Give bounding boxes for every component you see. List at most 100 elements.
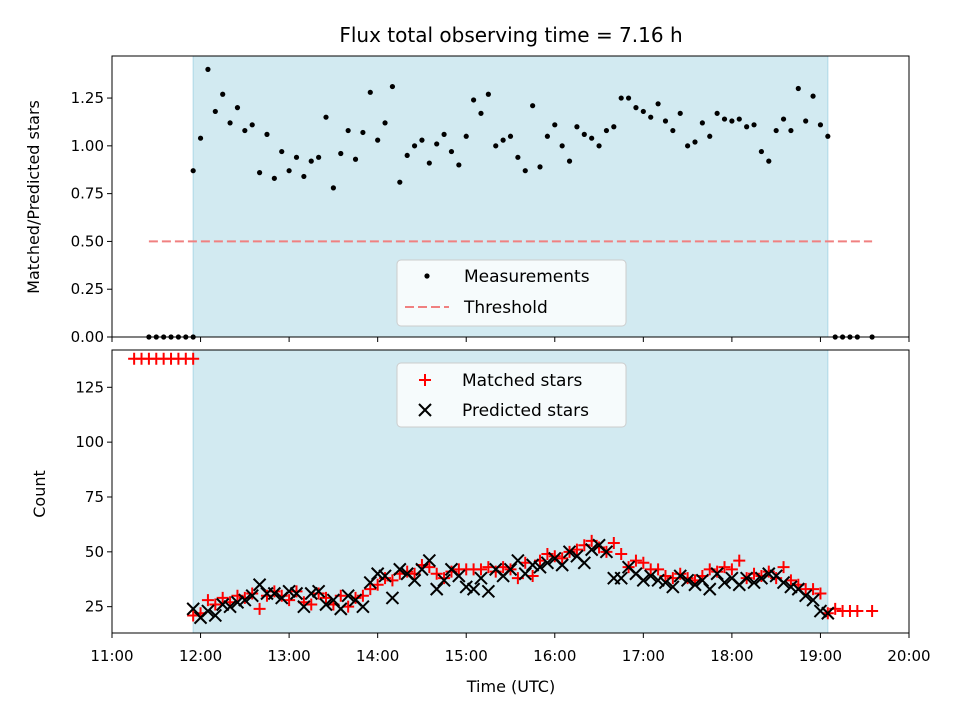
measurement-point: [286, 168, 292, 174]
measurement-point: [788, 127, 794, 134]
top-y-tick-label: 1.00: [71, 137, 104, 155]
measurement-point: [256, 170, 263, 176]
matched-star-point: [629, 554, 642, 567]
predicted-star-point: [525, 558, 540, 572]
top-y-tick-label: 0.50: [71, 232, 104, 250]
measurement-point: [411, 143, 418, 149]
legend-measurements-marker: [424, 273, 430, 279]
measurement-point: [242, 127, 248, 134]
top-axes-frame: [111, 55, 910, 338]
matched-star-point: [438, 572, 451, 585]
measurement-point: [227, 120, 233, 126]
measurement-point: [537, 164, 543, 170]
predicted-star-point: [776, 575, 791, 590]
matched-star-point: [652, 563, 665, 576]
bottom-y-tick-label: 125: [75, 378, 104, 396]
matched-star-point: [548, 550, 561, 563]
predicted-star-point: [762, 567, 776, 581]
measurement-point: [707, 133, 713, 139]
matched-star-point: [866, 605, 879, 618]
predicted-star-point: [739, 571, 754, 585]
top-legend-box: [396, 259, 627, 327]
measurement-point: [685, 143, 691, 149]
measurement-point: [530, 103, 536, 109]
predicted-star-point: [666, 580, 680, 594]
measurement-points: [146, 66, 875, 340]
measurement-point: [618, 95, 624, 101]
predicted-star-point: [555, 558, 569, 572]
predicted-star-point: [651, 573, 665, 588]
measurement-point: [544, 133, 550, 139]
legend-measurements-label: Measurements: [464, 267, 590, 287]
predicted-star-point: [798, 588, 813, 603]
matched-star-point: [637, 556, 650, 569]
x-tick-label: 16:00: [533, 647, 576, 665]
predicted-star-point: [821, 606, 835, 620]
measurement-point: [404, 152, 410, 159]
measurement-point: [448, 148, 455, 155]
predicted-star-point: [614, 571, 628, 585]
measurement-point: [197, 135, 204, 141]
predicted-stars-points: [186, 538, 835, 625]
matched-star-point: [430, 567, 443, 580]
measurement-point: [736, 116, 742, 122]
measurement-point: [810, 93, 816, 99]
x-tick-label: 17:00: [622, 647, 665, 665]
measurement-point: [279, 148, 285, 155]
predicted-star-point: [223, 599, 237, 614]
measurement-point: [426, 160, 432, 166]
top-x-ticks: [111, 337, 910, 342]
measurement-point: [633, 105, 639, 111]
measurement-point: [721, 116, 728, 122]
measurement-point: [367, 89, 373, 95]
measurement-point: [566, 158, 573, 164]
chart-title: Flux total observing time = 7.16 h: [339, 23, 682, 47]
measurement-point: [625, 95, 632, 101]
measurement-point: [271, 175, 277, 181]
measurement-point: [699, 120, 705, 126]
legend-matched-label: Matched stars: [462, 371, 582, 391]
matched-star-point: [725, 563, 738, 576]
predicted-star-point: [481, 584, 496, 599]
matched-star-point: [556, 552, 569, 565]
predicted-star-point: [747, 575, 761, 590]
measurement-point: [316, 154, 322, 160]
bottom-y-tick-label: 25: [85, 598, 104, 616]
top-y-tick-label: 0.00: [71, 328, 104, 346]
matched-star-point: [187, 352, 200, 365]
predicted-star-point: [238, 593, 252, 607]
top-y-tick-label: 0.75: [71, 185, 104, 203]
measurement-point: [264, 131, 270, 137]
measurement-point: [825, 133, 831, 139]
measurement-point: [463, 133, 469, 139]
predicted-star-point: [636, 573, 651, 588]
measurement-point: [375, 137, 381, 143]
measurement-point: [603, 127, 610, 134]
predicted-star-point: [452, 569, 466, 583]
top-y-axis-label: Matched/Predicted stars: [24, 100, 43, 294]
bottom-y-tick-label: 75: [85, 488, 104, 506]
x-tick-label: 20:00: [887, 647, 930, 665]
predicted-star-point: [215, 597, 230, 612]
predicted-star-point: [562, 545, 577, 559]
predicted-star-point: [282, 584, 296, 599]
measurement-point: [212, 108, 218, 115]
predicted-star-point: [644, 569, 658, 583]
measurement-point: [493, 143, 499, 149]
matched-star-point: [201, 594, 214, 607]
bottom-panel: 25 50 75 100 125 11:00 12:00 13:00 14:00 15:00 16…: [30, 349, 931, 696]
matched-star-point: [474, 563, 487, 576]
bottom-y-tick-label: 100: [75, 433, 104, 451]
predicted-star-point: [466, 582, 481, 596]
predicted-star-point: [341, 588, 355, 603]
bottom-y-axis: 25 50 75 100 125: [75, 378, 112, 616]
predicted-star-point: [422, 553, 437, 568]
measurement-point: [640, 108, 646, 115]
measurement-point: [611, 124, 617, 130]
measurement-point: [817, 122, 824, 128]
predicted-star-point: [680, 573, 695, 588]
measurement-point: [485, 91, 491, 97]
measurement-point: [389, 83, 396, 90]
predicted-star-point: [754, 571, 769, 585]
measurement-point: [662, 118, 669, 124]
